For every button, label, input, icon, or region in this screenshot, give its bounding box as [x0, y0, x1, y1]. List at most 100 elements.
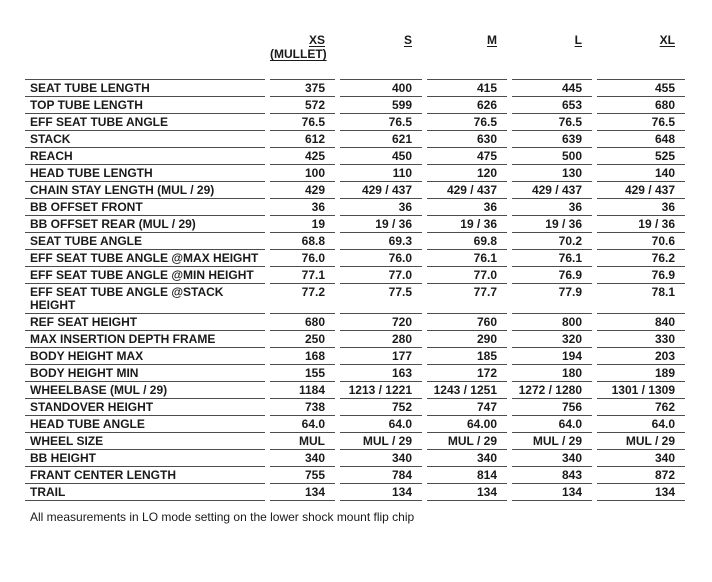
- row-value: 872: [597, 467, 685, 484]
- table-row: MAX INSERTION DEPTH FRAME 250 280 290 320 330: [25, 331, 685, 348]
- row-value: 429 / 437: [427, 182, 507, 199]
- row-value: 77.5: [340, 284, 422, 314]
- row-value: 77.0: [340, 267, 422, 284]
- row-value: 755: [270, 467, 335, 484]
- row-value: MUL / 29: [340, 433, 422, 450]
- row-value: 36: [270, 199, 335, 216]
- row-value: 680: [597, 97, 685, 114]
- row-value: 130: [512, 165, 592, 182]
- row-label: EFF SEAT TUBE ANGLE: [25, 114, 265, 131]
- row-value: 70.2: [512, 233, 592, 250]
- row-value: 185: [427, 348, 507, 365]
- row-value: 475: [427, 148, 507, 165]
- row-value: 100: [270, 165, 335, 182]
- row-value: 500: [512, 148, 592, 165]
- row-value: 140: [597, 165, 685, 182]
- table-row: WHEEL SIZE MUL MUL / 29 MUL / 29 MUL / 29 MUL…: [25, 433, 685, 450]
- row-value: 36: [427, 199, 507, 216]
- row-value: 814: [427, 467, 507, 484]
- row-label: TRAIL: [25, 484, 265, 501]
- row-value: 76.5: [597, 114, 685, 131]
- row-label: WHEELBASE (MUL / 29): [25, 382, 265, 399]
- table-row: SEAT TUBE LENGTH 375 400 415 445 455: [25, 80, 685, 97]
- row-value: MUL / 29: [512, 433, 592, 450]
- row-value: 189: [597, 365, 685, 382]
- row-value: 172: [427, 365, 507, 382]
- row-value: 445: [512, 80, 592, 97]
- row-value: 76.5: [427, 114, 507, 131]
- table-row: STACK 612 621 630 639 648: [25, 131, 685, 148]
- row-value: 375: [270, 80, 335, 97]
- row-label: EFF SEAT TUBE ANGLE @MIN HEIGHT: [25, 267, 265, 284]
- table-row: BB OFFSET FRONT 36 36 36 36 36: [25, 199, 685, 216]
- table-row: REACH 425 450 475 500 525: [25, 148, 685, 165]
- row-value: 340: [427, 450, 507, 467]
- row-label: EFF SEAT TUBE ANGLE @STACK HEIGHT: [25, 284, 265, 314]
- table-row: STANDOVER HEIGHT 738 752 747 756 762: [25, 399, 685, 416]
- table-row: CHAIN STAY LENGTH (MUL / 29) 429 429 / 437…: [25, 182, 685, 199]
- row-value: 64.00: [427, 416, 507, 433]
- table-row: BODY HEIGHT MIN 155 163 172 180 189: [25, 365, 685, 382]
- size-column-header: L: [512, 33, 592, 80]
- row-value: 134: [597, 484, 685, 501]
- table-row: FRANT CENTER LENGTH 755 784 814 843 872: [25, 467, 685, 484]
- row-value: 180: [512, 365, 592, 382]
- row-value: 599: [340, 97, 422, 114]
- row-label: EFF SEAT TUBE ANGLE @MAX HEIGHT: [25, 250, 265, 267]
- row-value: 340: [512, 450, 592, 467]
- row-value: 203: [597, 348, 685, 365]
- row-value: 280: [340, 331, 422, 348]
- row-value: 78.1: [597, 284, 685, 314]
- row-value: 1301 / 1309: [597, 382, 685, 399]
- row-value: 76.5: [340, 114, 422, 131]
- row-value: 621: [340, 131, 422, 148]
- row-value: 429 / 437: [597, 182, 685, 199]
- row-value: 64.0: [270, 416, 335, 433]
- row-value: 76.2: [597, 250, 685, 267]
- row-value: 525: [597, 148, 685, 165]
- row-value: 626: [427, 97, 507, 114]
- row-value: 168: [270, 348, 335, 365]
- row-value: MUL / 29: [427, 433, 507, 450]
- row-label: HEAD TUBE LENGTH: [25, 165, 265, 182]
- row-value: 76.1: [427, 250, 507, 267]
- row-value: 340: [597, 450, 685, 467]
- size-column-label: M: [487, 33, 497, 47]
- geometry-spec-sheet: XS (MULLET) S M L XL SEAT TUBE LENGTH 375 400 41…: [0, 33, 712, 524]
- row-value: 134: [340, 484, 422, 501]
- table-row: HEAD TUBE LENGTH 100 110 120 130 140: [25, 165, 685, 182]
- table-row: HEAD TUBE ANGLE 64.0 64.0 64.00 64.0 64.0: [25, 416, 685, 433]
- table-row: BODY HEIGHT MAX 168 177 185 194 203: [25, 348, 685, 365]
- row-value: 843: [512, 467, 592, 484]
- row-value: 70.6: [597, 233, 685, 250]
- row-value: MUL / 29: [597, 433, 685, 450]
- row-value: 572: [270, 97, 335, 114]
- row-label: HEAD TUBE ANGLE: [25, 416, 265, 433]
- table-row: SEAT TUBE ANGLE 68.8 69.3 69.8 70.2 70.6: [25, 233, 685, 250]
- row-value: 756: [512, 399, 592, 416]
- row-value: 340: [340, 450, 422, 467]
- row-value: 19 / 36: [597, 216, 685, 233]
- row-value: 64.0: [340, 416, 422, 433]
- row-value: 194: [512, 348, 592, 365]
- row-value: 747: [427, 399, 507, 416]
- row-label: WHEEL SIZE: [25, 433, 265, 450]
- row-label: BODY HEIGHT MAX: [25, 348, 265, 365]
- geometry-table-body: SEAT TUBE LENGTH 375 400 415 445 455 TOP TUBE …: [25, 80, 685, 501]
- measurement-footnote: All measurements in LO mode setting on t…: [30, 510, 415, 524]
- row-value: 134: [427, 484, 507, 501]
- row-value: 429 / 437: [340, 182, 422, 199]
- header-corner-cell: [25, 33, 265, 80]
- table-row: WHEELBASE (MUL / 29) 1184 1213 / 1221 1243 …: [25, 382, 685, 399]
- size-column-label: S: [403, 33, 412, 47]
- row-value: 76.5: [270, 114, 335, 131]
- row-value: 19 / 36: [340, 216, 422, 233]
- row-value: 455: [597, 80, 685, 97]
- row-value: 77.2: [270, 284, 335, 314]
- row-label: REF SEAT HEIGHT: [25, 314, 265, 331]
- row-value: 762: [597, 399, 685, 416]
- row-value: 64.0: [597, 416, 685, 433]
- geometry-table: XS (MULLET) S M L XL SEAT TUBE LENGTH 375 400 41…: [20, 33, 690, 501]
- row-value: 120: [427, 165, 507, 182]
- row-value: 76.9: [597, 267, 685, 284]
